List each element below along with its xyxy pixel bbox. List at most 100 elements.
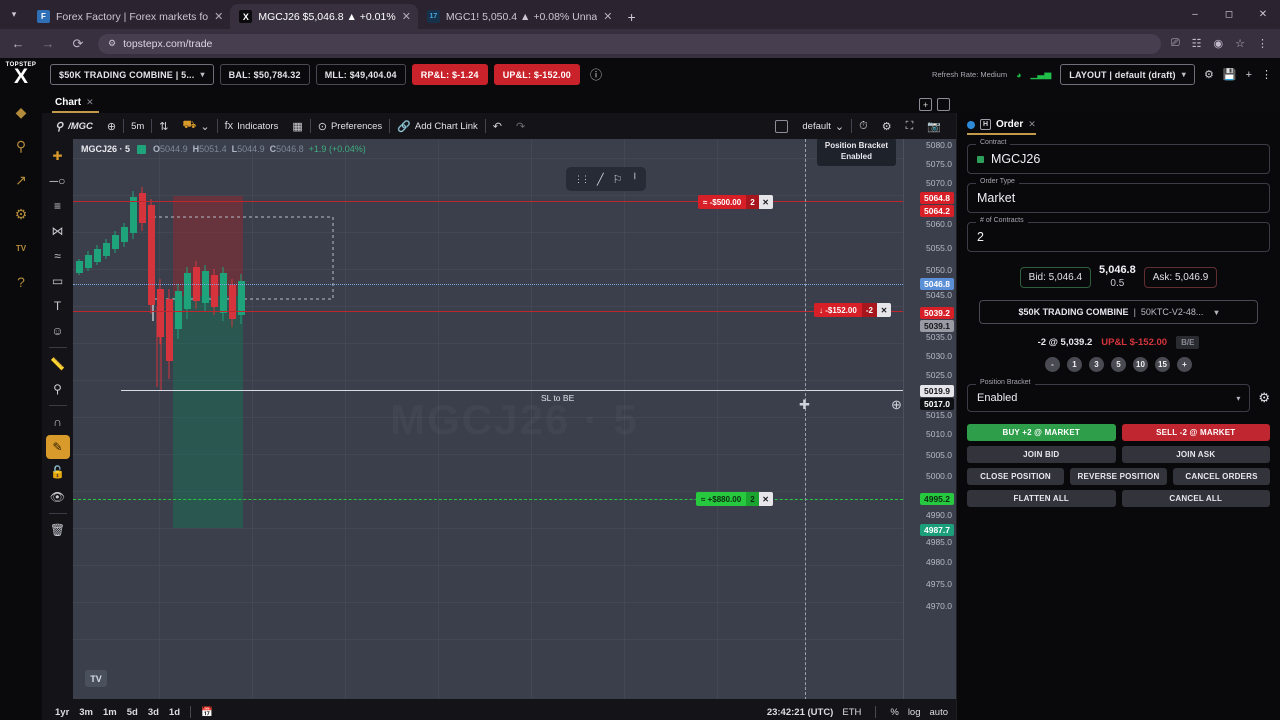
stepper-10[interactable]: 10 (1133, 357, 1148, 373)
sl-to-be-line[interactable] (121, 390, 903, 391)
calendar-icon[interactable]: 📅 (201, 706, 213, 718)
rectangle-tool-icon[interactable]: ▭ (51, 274, 64, 288)
new-tab-button[interactable]: + (627, 9, 636, 25)
pitchfork-tool-icon[interactable]: ⋈ (51, 224, 64, 238)
reverse-position-button[interactable]: REVERSE POSITION (1070, 468, 1167, 486)
browser-tab-1[interactable]: X MGCJ26 $5,046.8 ▲ +0.01% ✕ (230, 4, 418, 29)
symbol-search[interactable]: ⚲ /MGC (48, 113, 100, 139)
tab-order[interactable]: H Order ✕ (967, 119, 1036, 135)
theme-icon[interactable]: ⚙ (1203, 69, 1214, 81)
horizontal-lines-tool-icon[interactable]: ≡ (53, 199, 61, 213)
layout-selector[interactable]: LAYOUT | default (draft) ▾ (1060, 64, 1195, 85)
sidebar-item-tv[interactable]: TV (15, 243, 27, 253)
redo-button[interactable]: ↷ (509, 113, 532, 139)
account-selector[interactable]: $50K TRADING COMBINE | 5... ▾ (50, 64, 214, 85)
stepper-5[interactable]: 5 (1111, 357, 1126, 373)
tab-chart[interactable]: Chart ✕ (52, 97, 99, 113)
add-chart-link-button[interactable]: 🔗 Add Chart Link (390, 113, 485, 139)
drawing-popup-toolbar[interactable]: ⋮⋮ ╱ ⚐ ╵ (566, 167, 647, 191)
save-layout-icon[interactable]: 💾 (1222, 69, 1237, 81)
close-icon[interactable]: ✕ (1028, 119, 1036, 129)
sidebar-item-analytics[interactable]: ↗ (15, 171, 27, 188)
cast-icon[interactable]: ⎚ (1170, 37, 1180, 49)
bracket-settings-gear-icon[interactable]: ⚙ (1258, 390, 1270, 406)
stop-loss-order-chip[interactable]: ≈ +$880.00 2 ✕ (696, 492, 773, 506)
stop-loss-line[interactable] (73, 499, 903, 500)
flag-icon[interactable]: ⚐ (612, 173, 623, 186)
chart-settings-button[interactable]: ⚙ (875, 113, 899, 139)
join-ask-button[interactable]: JOIN ASK (1121, 446, 1270, 464)
close-position-button[interactable]: CLOSE POSITION (967, 468, 1064, 486)
undo-button[interactable]: ↶ (486, 113, 509, 139)
sidebar-item-dashboard[interactable]: ◆ (15, 103, 27, 120)
chart-layout-selector[interactable]: default ⌄ (795, 113, 851, 139)
range-1m[interactable]: 1m (103, 706, 117, 718)
tab-list-chevron-icon[interactable]: ▾ (11, 9, 17, 19)
profile-icon[interactable]: ◉ (1213, 38, 1224, 50)
indicators-button[interactable]: fx Indicators (218, 113, 286, 139)
position-pnl-chip[interactable]: ↓ -$152.00 -2 ✕ (814, 303, 891, 317)
bookmark-icon[interactable]: ☆ (1235, 38, 1245, 50)
stepper-1[interactable]: 1 (1067, 357, 1082, 373)
buy-market-button[interactable]: BUY +2 @ MARKET (967, 424, 1116, 442)
alert-button[interactable]: ⏱ (852, 113, 875, 139)
sidebar-item-help[interactable]: ? (17, 274, 25, 290)
add-panel-icon[interactable]: + (1245, 68, 1252, 81)
order-type-field[interactable]: Order Type Market (967, 178, 1270, 213)
stepper-3[interactable]: 3 (1089, 357, 1104, 373)
maximize-panel-icon[interactable] (937, 98, 950, 111)
entry-price-line[interactable] (73, 311, 903, 312)
site-settings-icon[interactable]: ⚙ (108, 38, 117, 48)
address-bar[interactable]: ⚙ topstepx.com/trade (98, 33, 1161, 54)
ask-button[interactable]: Ask: 5,046.9 (1143, 266, 1218, 288)
preferences-button[interactable]: ⊙ Preferences (311, 113, 389, 139)
sell-market-button[interactable]: SELL -2 @ MARKET (1121, 424, 1270, 442)
range-1yr[interactable]: 1yr (55, 706, 70, 718)
layout-grid-button[interactable] (768, 113, 795, 139)
vertical-line-icon[interactable]: ╵ (631, 173, 639, 186)
bar-style-button[interactable]: ⇅ (152, 113, 175, 139)
position-bracket-field[interactable]: Position Bracket Enabled ▾ (967, 379, 1251, 413)
crosshair-tool-icon[interactable]: ✚ (52, 149, 63, 163)
extensions-icon[interactable]: ☷ (1191, 38, 1202, 50)
cancel-all-button[interactable]: CANCEL ALL (1121, 490, 1270, 508)
take-profit-order-chip[interactable]: ≈ -$500.00 2 ✕ (698, 195, 773, 209)
stepper-minus[interactable]: - (1045, 357, 1060, 373)
session-toggle[interactable]: ETH (842, 706, 862, 718)
join-bid-button[interactable]: JOIN BID (967, 446, 1116, 464)
close-icon[interactable]: ✕ (876, 303, 891, 317)
breakeven-button[interactable]: B/E (1176, 336, 1200, 350)
emoji-tool-icon[interactable]: ☺ (51, 324, 64, 338)
log-scale-toggle[interactable]: log (907, 706, 921, 718)
drag-handle-icon[interactable]: ⋮⋮ (574, 173, 590, 184)
trendline-icon[interactable]: ╱ (597, 173, 604, 186)
sidebar-item-accounts[interactable]: ⚲ (15, 137, 27, 154)
add-order-icon[interactable]: ⊕ (891, 397, 902, 412)
auto-scale-toggle[interactable]: auto (929, 706, 949, 718)
trendline-tool-icon[interactable]: ─○ (49, 174, 66, 188)
cancel-orders-button[interactable]: CANCEL ORDERS (1173, 468, 1270, 486)
close-icon[interactable]: ✕ (758, 195, 773, 209)
reload-icon[interactable]: ⟳ (72, 35, 84, 51)
lock-tool-icon[interactable]: 🔓 (50, 465, 65, 479)
close-icon[interactable]: ✕ (758, 492, 773, 506)
add-symbol-button[interactable]: ⊕ (100, 113, 123, 139)
templates-button[interactable]: ▦ (285, 113, 309, 139)
contracts-qty-field[interactable]: # of Contracts 2 (967, 217, 1270, 252)
price-axis[interactable]: 5080.0 5075.0 5070.0 5064.8 5064.2 5060.… (903, 139, 956, 720)
hide-drawings-tool-icon[interactable]: 👁 (49, 490, 66, 504)
measure-tool-icon[interactable]: 📏 (50, 357, 65, 371)
contract-field[interactable]: Contract MGCJ26 (967, 139, 1270, 174)
percent-scale-toggle[interactable]: % (890, 706, 899, 718)
more-icon[interactable]: ⋮ (1261, 69, 1272, 81)
stepper-15[interactable]: 15 (1155, 357, 1170, 373)
menu-icon[interactable]: ⋮ (1257, 38, 1268, 50)
sidebar-item-settings[interactable]: ⚙ (14, 205, 28, 222)
info-icon[interactable]: ⓘ (590, 68, 603, 82)
chart-plot[interactable]: MGCJ26 · 5 (73, 139, 956, 720)
add-panel-icon[interactable]: + (919, 98, 932, 111)
bid-button[interactable]: Bid: 5,046.4 (1019, 266, 1092, 288)
back-icon[interactable]: ← (11, 36, 25, 51)
close-icon[interactable]: ✕ (86, 97, 94, 107)
flatten-all-button[interactable]: FLATTEN ALL (967, 490, 1116, 508)
